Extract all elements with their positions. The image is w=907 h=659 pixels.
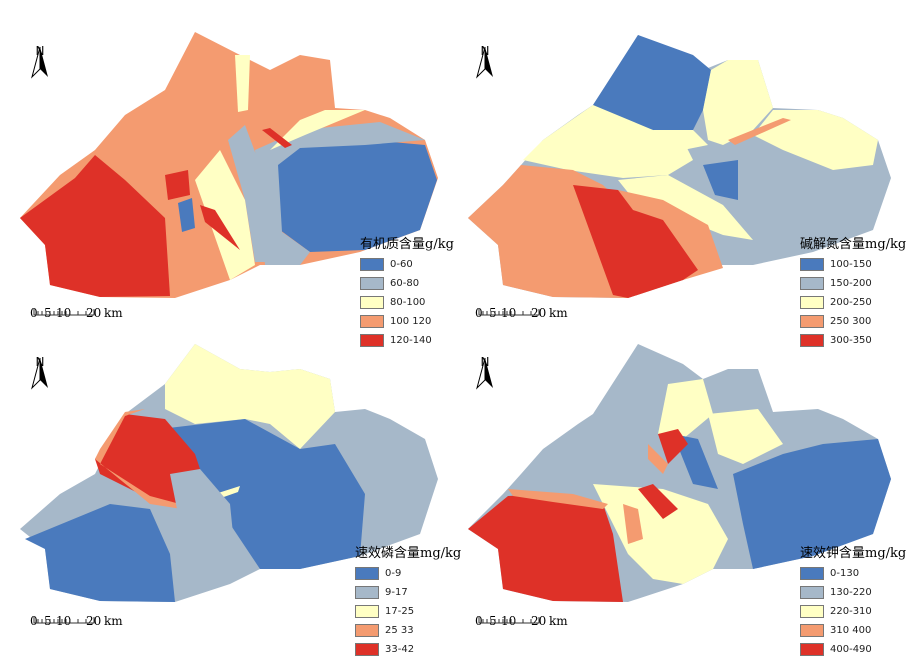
region-low-sw bbox=[25, 504, 175, 602]
region-orange-band bbox=[508, 489, 608, 509]
legend-item: 300-350 bbox=[800, 331, 907, 350]
map-panel-organic-matter: N 0 5 10 20 km 有机质含量g/kg 0-60 60-80 80-1… bbox=[0, 0, 454, 347]
region-orange-ring bbox=[95, 409, 182, 509]
legend-title: 速效钾含量mg/kg bbox=[800, 546, 907, 561]
region-high-west bbox=[20, 155, 170, 297]
map-organic-matter bbox=[20, 32, 438, 298]
legend-item: 60-80 bbox=[360, 274, 470, 293]
legend-item: 150-200 bbox=[800, 274, 907, 293]
region-pale-east bbox=[708, 409, 783, 464]
legend-title: 速效磷含量mg/kg bbox=[355, 546, 462, 561]
scale-label-km: km bbox=[104, 306, 123, 320]
region-high-strip bbox=[262, 128, 292, 148]
region-red-sw bbox=[468, 494, 623, 602]
north-arrow: N bbox=[28, 45, 52, 79]
legend-item: 0-9 bbox=[355, 564, 465, 583]
legend-item: 130-220 bbox=[800, 583, 907, 602]
legend-item: 250 300 bbox=[800, 312, 907, 331]
legend-item: 9-17 bbox=[355, 583, 465, 602]
map-panel-nitrogen: N 0 5 10 20 km 碱解氮含量mg/kg 100-150 150-20… bbox=[453, 0, 906, 347]
region-orange-center-2 bbox=[623, 504, 643, 544]
scale-bar: 0 5 10 20 km bbox=[30, 614, 140, 628]
scale-label-5: 5 bbox=[489, 306, 497, 320]
north-arrow: N bbox=[28, 356, 52, 390]
north-arrow-icon bbox=[476, 357, 493, 390]
scale-label-10: 10 bbox=[501, 306, 517, 320]
scale-label-5: 5 bbox=[44, 306, 52, 320]
region-high-patch-2 bbox=[200, 205, 240, 250]
region-red-center-2 bbox=[638, 484, 678, 519]
legend-title: 有机质含量g/kg bbox=[360, 237, 454, 252]
region-low-north bbox=[593, 35, 711, 130]
scale-bar: 0 5 10 20 km bbox=[475, 614, 585, 628]
legend-item: 100 120 bbox=[360, 312, 470, 331]
scale-bar: 0 5 10 20 km bbox=[475, 306, 585, 320]
region-low-mid bbox=[703, 160, 738, 200]
scale-bar-ticks bbox=[33, 617, 95, 624]
scale-bar: 0 5 10 20 km bbox=[30, 306, 140, 320]
legend: 速效磷含量mg/kg 0-9 9-17 17-25 25 33 33-42 bbox=[355, 542, 465, 659]
north-arrow: N bbox=[473, 356, 497, 390]
legend-item: 0-60 bbox=[360, 255, 470, 274]
legend: 碱解氮含量mg/kg 100-150 150-200 200-250 250 3… bbox=[800, 233, 907, 350]
region-low-center bbox=[160, 419, 365, 569]
region-pale-ne bbox=[270, 110, 365, 150]
region-pale-strip bbox=[653, 130, 708, 150]
legend-item: 0-130 bbox=[800, 564, 907, 583]
region-pale-east bbox=[753, 110, 878, 170]
region-mid-band bbox=[255, 122, 425, 265]
map-panel-potassium: N 0 5 10 20 km 速效钾含量mg/kg 0-130 130-220 … bbox=[453, 324, 906, 656]
region-mid-patch bbox=[170, 469, 235, 554]
scale-label-km: km bbox=[104, 614, 123, 628]
region-low-patch bbox=[178, 198, 195, 232]
map-phosphorus bbox=[20, 344, 438, 602]
region-orange-strip bbox=[728, 118, 791, 145]
region-orange-center bbox=[648, 444, 668, 474]
legend-item: 120-140 bbox=[360, 331, 470, 350]
region-pale-north bbox=[165, 344, 335, 449]
north-arrow-icon bbox=[476, 46, 493, 79]
scale-bar-ticks bbox=[33, 309, 95, 316]
scale-label-10: 10 bbox=[56, 614, 72, 628]
legend-item: 400-490 bbox=[800, 640, 907, 659]
scale-label-10: 10 bbox=[56, 306, 72, 320]
legend: 有机质含量g/kg 0-60 60-80 80-100 100 120 120-… bbox=[360, 233, 470, 350]
legend-item: 100-150 bbox=[800, 255, 907, 274]
legend-item: 220-310 bbox=[800, 602, 907, 621]
legend-item: 33-42 bbox=[355, 640, 465, 659]
legend-item: 80-100 bbox=[360, 293, 470, 312]
region-low-east bbox=[733, 439, 891, 569]
region-red-center-1 bbox=[658, 429, 688, 464]
map-panel-phosphorus: N 0 5 10 20 km 速效磷含量mg/kg 0-9 9-17 17-25… bbox=[0, 324, 461, 656]
scale-label-km: km bbox=[549, 306, 568, 320]
region-pale-center bbox=[195, 150, 255, 280]
legend-item: 25 33 bbox=[355, 621, 465, 640]
legend-title: 碱解氮含量mg/kg bbox=[800, 237, 907, 252]
map-potassium bbox=[468, 344, 891, 602]
scale-bar-ticks bbox=[478, 617, 540, 624]
north-arrow-icon bbox=[31, 357, 48, 390]
region-pale-west bbox=[523, 105, 693, 178]
region-pale-ne bbox=[703, 60, 773, 145]
scale-label-5: 5 bbox=[44, 614, 52, 628]
legend: 速效钾含量mg/kg 0-130 130-220 220-310 310 400… bbox=[800, 542, 907, 659]
scale-label-km: km bbox=[549, 614, 568, 628]
region-red-center bbox=[573, 185, 698, 298]
north-arrow-icon bbox=[31, 46, 48, 79]
scale-bar-ticks bbox=[478, 309, 540, 316]
legend-item: 310 400 bbox=[800, 621, 907, 640]
scale-label-5: 5 bbox=[489, 614, 497, 628]
region-high-patch-1 bbox=[165, 170, 190, 200]
region-pale-north bbox=[235, 55, 250, 112]
legend-item: 17-25 bbox=[355, 602, 465, 621]
region-mid-center bbox=[228, 125, 268, 262]
region-pale-north bbox=[658, 379, 713, 439]
scale-label-10: 10 bbox=[501, 614, 517, 628]
map-nitrogen bbox=[468, 35, 891, 298]
north-arrow: N bbox=[473, 45, 497, 79]
region-low-east bbox=[275, 140, 437, 252]
legend-item: 200-250 bbox=[800, 293, 907, 312]
region-pale-mid bbox=[618, 175, 753, 240]
